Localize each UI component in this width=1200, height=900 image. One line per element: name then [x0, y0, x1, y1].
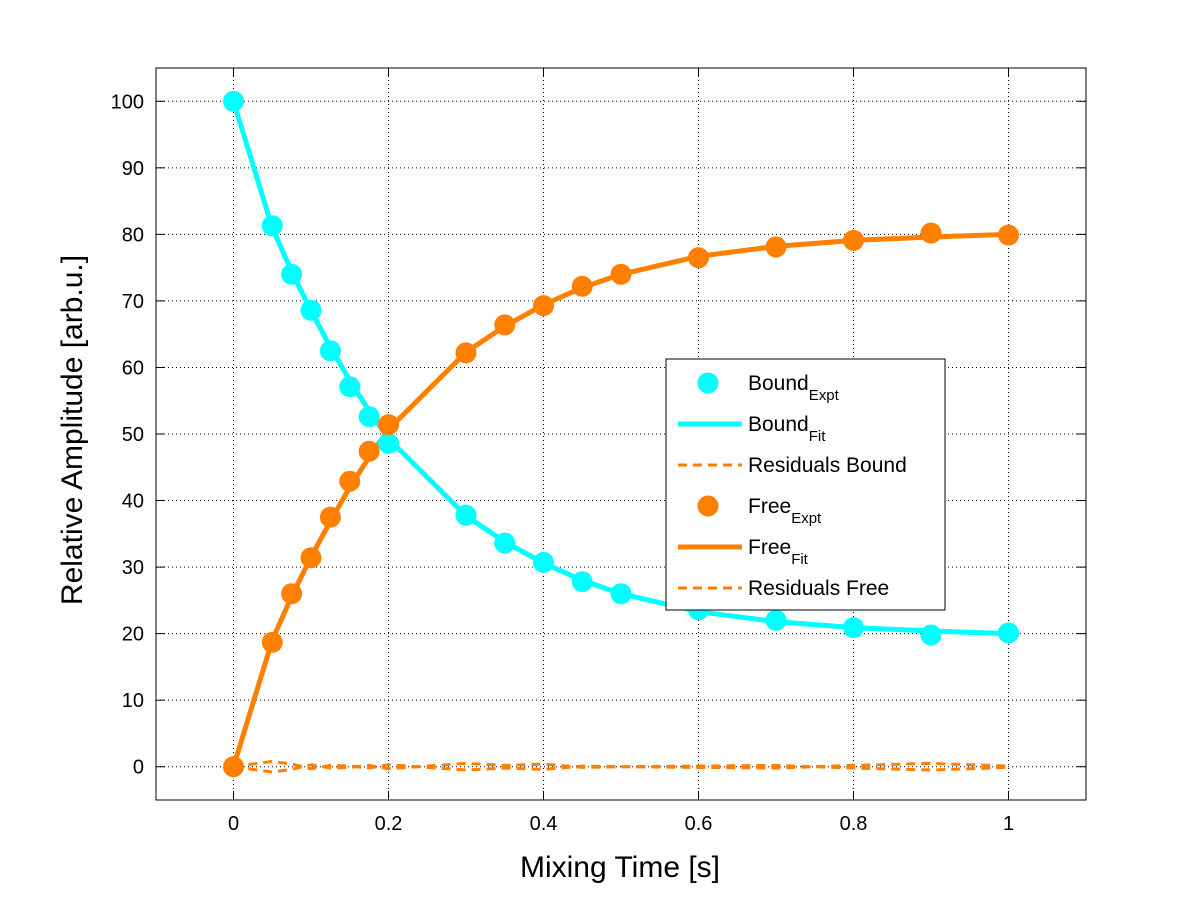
- data-point: [319, 340, 341, 362]
- legend-box: [665, 358, 946, 611]
- data-point: [843, 229, 864, 251]
- grid-layer: [156, 68, 1086, 800]
- legend-entry-free-expt: FreeExpt: [697, 495, 822, 527]
- data-point: [494, 532, 516, 554]
- legend-label: Residuals Free: [748, 577, 889, 600]
- y-tick-label: 40: [122, 491, 144, 513]
- x-tick-label: 0.8: [840, 813, 868, 835]
- data-point: [223, 90, 244, 112]
- series-line-residuals-free: [233, 759, 1009, 772]
- data-point: [610, 263, 632, 285]
- data-point: [261, 631, 283, 653]
- y-axis-label: Relative Amplitude [arb.u.]: [56, 255, 89, 605]
- legend-entry-bound-fit: BoundFit: [678, 413, 826, 445]
- legend-label: FreeFit: [748, 536, 809, 568]
- data-point: [920, 222, 942, 244]
- data-point: [319, 506, 341, 528]
- data-point: [378, 432, 399, 454]
- legend-label: BoundExpt: [748, 372, 840, 404]
- y-tick-label: 50: [122, 424, 144, 446]
- data-point: [455, 342, 477, 364]
- y-tick-label: 80: [122, 224, 144, 246]
- legend-marker: [697, 372, 719, 394]
- legend-label: Residuals Bound: [748, 454, 907, 477]
- series-layer: [223, 90, 1019, 778]
- data-point: [281, 263, 303, 285]
- data-point: [339, 376, 361, 398]
- data-point: [571, 571, 593, 593]
- x-tick-label: 0.4: [530, 813, 558, 835]
- x-axis-label: Mixing Time [s]: [520, 851, 720, 884]
- series-line-residuals-bound: [233, 761, 1009, 774]
- legend-entry-free-fit: FreeFit: [678, 536, 809, 568]
- data-point: [300, 547, 322, 569]
- x-tick-label: 0.2: [375, 813, 403, 835]
- data-point: [765, 609, 787, 631]
- x-tick-label: 0: [228, 813, 239, 835]
- data-point: [998, 224, 1019, 246]
- data-point: [358, 406, 380, 428]
- data-point: [843, 617, 864, 639]
- data-point: [300, 299, 322, 321]
- data-point: [533, 295, 554, 317]
- legend-entry-residuals-free: Residuals Free: [678, 577, 889, 600]
- y-tick-label: 70: [122, 291, 144, 313]
- y-tick-label: 10: [122, 690, 144, 712]
- legend-label: FreeExpt: [748, 495, 822, 527]
- y-tick-label: 90: [122, 158, 144, 180]
- data-point: [688, 247, 709, 269]
- series-free-expt: [223, 222, 1019, 778]
- data-point: [455, 504, 477, 526]
- data-point: [378, 414, 399, 436]
- y-tick-label: 60: [122, 357, 144, 379]
- data-point: [920, 624, 942, 646]
- data-point: [765, 236, 787, 258]
- data-point: [261, 215, 283, 237]
- x-tick-label: 0.6: [685, 813, 713, 835]
- data-point: [358, 440, 380, 462]
- legend: BoundExpt BoundFit Residuals Bound FreeExpt…: [665, 358, 946, 611]
- y-tick-label: 100: [111, 91, 144, 113]
- legend-label: BoundFit: [748, 413, 826, 445]
- y-tick-label: 0: [133, 757, 144, 779]
- y-tick-label: 30: [122, 557, 144, 579]
- data-point: [494, 314, 516, 336]
- data-point: [571, 275, 593, 297]
- legend-marker: [697, 495, 719, 517]
- legend-entry-bound-expt: BoundExpt: [697, 372, 840, 404]
- data-point: [281, 583, 303, 605]
- y-tick-label: 20: [122, 624, 144, 646]
- data-point: [998, 622, 1019, 644]
- data-point: [223, 756, 244, 778]
- data-point: [533, 551, 554, 573]
- x-tick-label: 1: [1003, 813, 1014, 835]
- legend-entry-residuals-bound: Residuals Bound: [678, 454, 907, 477]
- data-point: [610, 583, 632, 605]
- data-point: [339, 470, 361, 492]
